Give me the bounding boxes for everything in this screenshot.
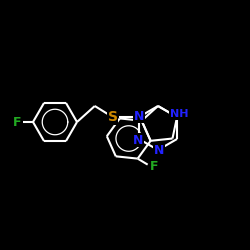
Text: NH: NH (170, 109, 188, 119)
Text: F: F (13, 116, 21, 128)
Text: N: N (154, 144, 164, 158)
Text: N: N (133, 134, 143, 146)
Text: F: F (150, 160, 158, 173)
Text: S: S (108, 110, 118, 124)
Text: N: N (134, 110, 144, 122)
